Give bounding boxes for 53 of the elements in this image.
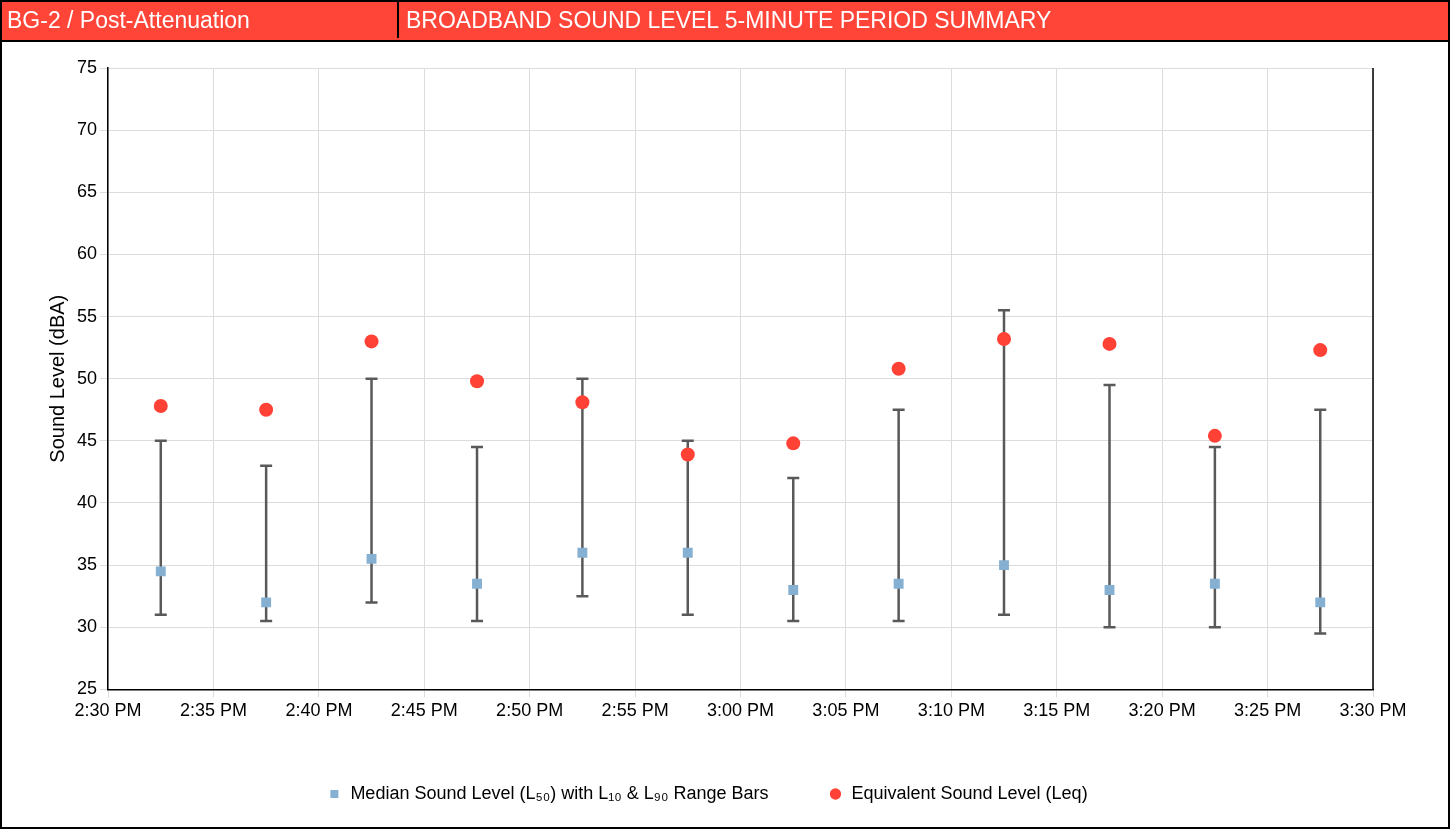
y-tick-label: 60 bbox=[76, 243, 98, 264]
x-tick-label: 3:25 PM bbox=[1234, 700, 1302, 721]
x-tick-label: 3:10 PM bbox=[917, 700, 985, 721]
point bbox=[680, 447, 695, 462]
legend-label: Median Sound Level (L₅₀) with L₁₀ & L₉₀ Range Bars bbox=[350, 782, 769, 803]
point bbox=[155, 566, 166, 577]
point bbox=[1102, 336, 1117, 351]
point bbox=[1315, 597, 1326, 608]
point bbox=[891, 361, 906, 376]
legend-label: Equivalent Sound Level (Leq) bbox=[851, 782, 1088, 803]
chart-title: BROADBAND SOUND LEVEL 5-MINUTE PERIOD SUMMARY bbox=[405, 6, 1053, 35]
point bbox=[153, 399, 168, 414]
y-tick-label: 50 bbox=[76, 367, 98, 388]
x-tick-label: 3:20 PM bbox=[1128, 700, 1196, 721]
point bbox=[1313, 343, 1328, 358]
point bbox=[788, 585, 799, 595]
point bbox=[682, 547, 693, 558]
point bbox=[1104, 585, 1115, 595]
chart-subtitle: BG-2 / Post-Attenuation bbox=[2, 2, 399, 38]
x-tick-label: 3:30 PM bbox=[1339, 700, 1407, 721]
x-tick-label: 2:55 PM bbox=[601, 700, 669, 721]
y-tick-label: 35 bbox=[76, 554, 98, 575]
x-tick-label: 3:15 PM bbox=[1023, 700, 1091, 721]
point bbox=[472, 578, 482, 589]
point bbox=[575, 395, 590, 410]
point bbox=[577, 547, 588, 558]
point bbox=[470, 374, 485, 389]
y-tick-label: 25 bbox=[76, 678, 98, 699]
y-tick-label: 75 bbox=[76, 56, 98, 77]
y-tick-label: 40 bbox=[76, 491, 98, 512]
y-tick-label: 65 bbox=[76, 181, 98, 202]
x-tick-label: 3:00 PM bbox=[706, 700, 775, 721]
point bbox=[259, 402, 274, 417]
point bbox=[786, 436, 801, 451]
point bbox=[366, 553, 377, 564]
x-tick-label: 2:30 PM bbox=[74, 700, 142, 721]
x-tick-label: 3:05 PM bbox=[812, 700, 880, 721]
y-tick-label: 30 bbox=[76, 616, 98, 637]
point bbox=[261, 597, 272, 608]
point bbox=[1209, 578, 1220, 589]
point bbox=[893, 578, 904, 589]
y-tick-label: 70 bbox=[76, 119, 98, 140]
x-tick-label: 2:35 PM bbox=[179, 700, 247, 721]
point bbox=[999, 560, 1009, 571]
x-tick-label: 2:45 PM bbox=[390, 700, 458, 721]
point bbox=[1207, 428, 1222, 443]
point bbox=[364, 334, 379, 349]
y-axis-title: Sound Level (dBA) bbox=[45, 294, 68, 463]
point bbox=[997, 331, 1012, 346]
y-tick-label: 55 bbox=[76, 305, 98, 326]
x-tick-label: 2:40 PM bbox=[285, 700, 353, 721]
y-tick-label: 45 bbox=[76, 429, 98, 450]
x-tick-label: 2:50 PM bbox=[496, 700, 564, 721]
